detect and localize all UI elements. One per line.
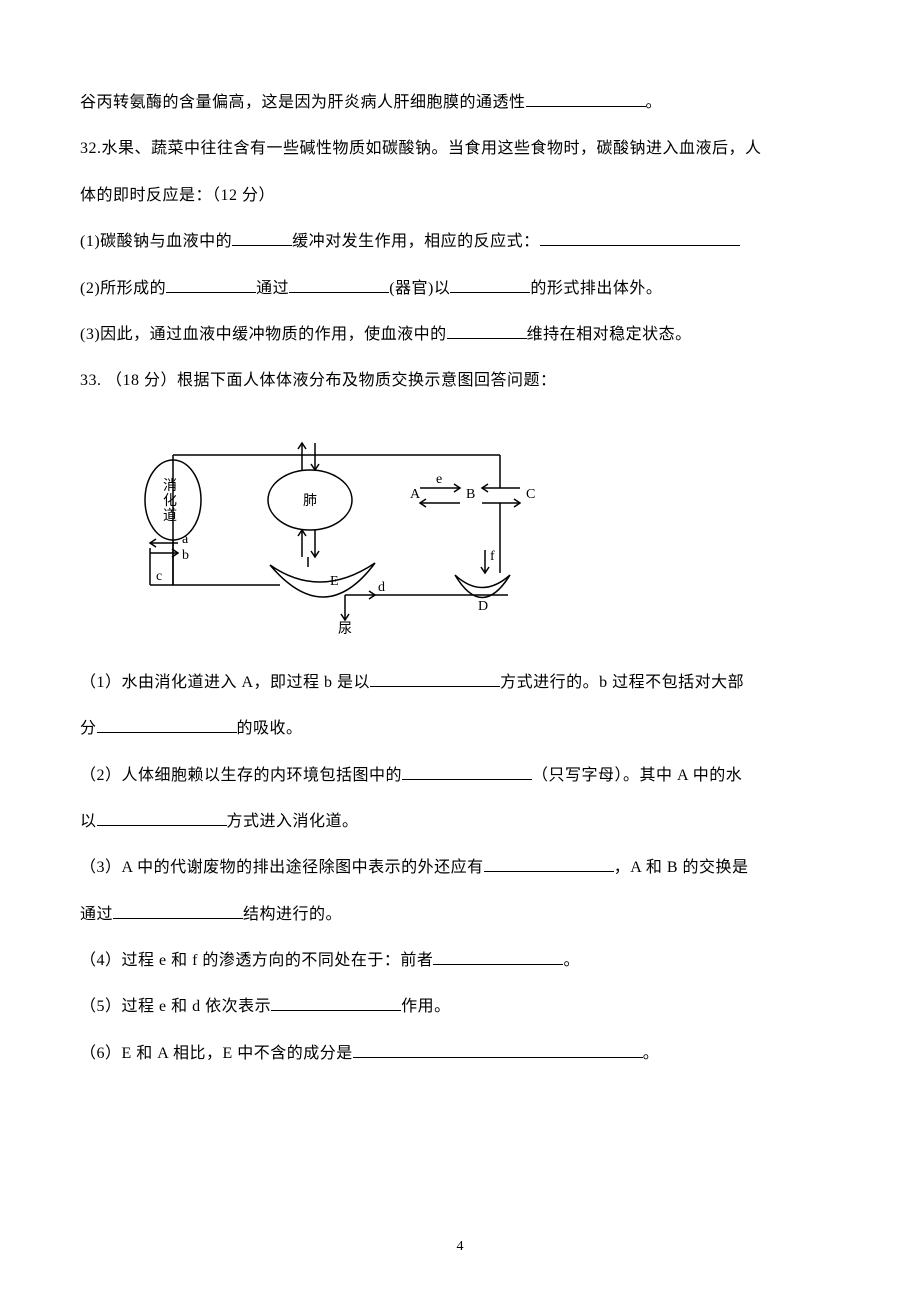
label-D: D <box>478 599 488 614</box>
lung-label: 肺 <box>303 493 317 509</box>
text: (1)碳酸钠与血液中的 <box>80 233 232 250</box>
body-fluid-diagram: 消 化 道 肺 A B C D E a b c d e f 尿 <box>120 425 840 640</box>
blank <box>433 949 563 965</box>
text: 体的即时反应是：（12 分） <box>80 187 275 204</box>
text: 维持在相对稳定状态。 <box>527 326 692 343</box>
q32-intro-a: 32.水果、蔬菜中往往含有一些碱性物质如碳酸钠。当食用这些食物时，碳酸钠进入血液… <box>80 126 840 172</box>
q32-2: (2)所形成的 通过 (器官)以 的形式排出体外。 <box>80 266 840 312</box>
q33-6: （6）E 和 A 相比，E 中不含的成分是 。 <box>80 1031 840 1077</box>
text: ，A 和 B 的交换是 <box>614 859 749 876</box>
text: 方式进入消化道。 <box>227 813 359 830</box>
blank <box>232 230 292 246</box>
text: (3)因此，通过血液中缓冲物质的作用，使血液中的 <box>80 326 447 343</box>
blank <box>370 671 500 687</box>
blank <box>484 856 614 872</box>
text: （只写字母）。其中 A 中的水 <box>532 767 742 784</box>
blank <box>353 1042 643 1058</box>
text: （3）A 中的代谢废物的排出途径除图中表示的外还应有 <box>80 859 484 876</box>
page-number: 4 <box>0 1239 920 1255</box>
label-f: f <box>490 549 495 564</box>
q33-4: （4）过程 e 和 f 的渗透方向的不同处在于：前者 。 <box>80 938 840 984</box>
q33-2b: 以 方式进入消化道。 <box>80 799 840 845</box>
text: 谷丙转氨酶的含量偏高，这是因为肝炎病人肝细胞膜的通透性 <box>80 94 526 111</box>
label-c: c <box>156 569 162 584</box>
label-C: C <box>526 487 535 502</box>
blank <box>97 810 227 826</box>
blank <box>289 277 389 293</box>
blank <box>526 91 646 107</box>
text: （6）E 和 A 相比，E 中不含的成分是 <box>80 1045 353 1062</box>
blank <box>450 277 530 293</box>
q33-1a: （1）水由消化道进入 A，即过程 b 是以 方式进行的。b 过程不包括对大部 <box>80 660 840 706</box>
q32-1: (1)碳酸钠与血液中的 缓冲对发生作用，相应的反应式： <box>80 219 840 265</box>
text: （2）人体细胞赖以生存的内环境包括图中的 <box>80 767 402 784</box>
digest-label: 消 <box>163 478 177 494</box>
text: (2)所形成的 <box>80 280 166 297</box>
text: 缓冲对发生作用，相应的反应式： <box>292 233 540 250</box>
text: 32.水果、蔬菜中往往含有一些碱性物质如碳酸钠。当食用这些食物时，碳酸钠进入血液… <box>80 140 762 157</box>
label-E: E <box>330 574 339 589</box>
q33-5: （5）过程 e 和 d 依次表示 作用。 <box>80 984 840 1030</box>
text: 作用。 <box>401 998 451 1015</box>
text: (器官)以 <box>389 280 450 297</box>
q33-intro: 33. （18 分）根据下面人体体液分布及物质交换示意图回答问题： <box>80 358 840 404</box>
text: 。 <box>563 952 580 969</box>
blank <box>271 995 401 1011</box>
digest-label: 道 <box>163 508 177 524</box>
text: （1）水由消化道进入 A，即过程 b 是以 <box>80 674 370 691</box>
text: 的吸收。 <box>237 720 303 737</box>
q32-3: (3)因此，通过血液中缓冲物质的作用，使血液中的 维持在相对稳定状态。 <box>80 312 840 358</box>
text: 结构进行的。 <box>243 906 342 923</box>
text: 的形式排出体外。 <box>530 280 662 297</box>
text: （4）过程 e 和 f 的渗透方向的不同处在于：前者 <box>80 952 433 969</box>
blank <box>166 277 256 293</box>
label-e: e <box>436 472 442 487</box>
q33-2a: （2）人体细胞赖以生存的内环境包括图中的 （只写字母）。其中 A 中的水 <box>80 753 840 799</box>
q32-intro-b: 体的即时反应是：（12 分） <box>80 173 840 219</box>
blank <box>540 230 740 246</box>
text: 。 <box>646 94 663 111</box>
q33-3b: 通过 结构进行的。 <box>80 892 840 938</box>
text: 通过 <box>256 280 289 297</box>
blank <box>447 323 527 339</box>
blank <box>113 903 243 919</box>
line-prev: 谷丙转氨酶的含量偏高，这是因为肝炎病人肝细胞膜的通透性 。 <box>80 80 840 126</box>
blank <box>97 717 237 733</box>
blank <box>402 764 532 780</box>
label-d: d <box>378 580 385 595</box>
text: （5）过程 e 和 d 依次表示 <box>80 998 271 1015</box>
q33-3a: （3）A 中的代谢废物的排出途径除图中表示的外还应有 ，A 和 B 的交换是 <box>80 845 840 891</box>
label-b: b <box>182 548 189 563</box>
text: 33. （18 分）根据下面人体体液分布及物质交换示意图回答问题： <box>80 372 557 389</box>
label-A: A <box>410 487 421 502</box>
text: 以 <box>80 813 97 830</box>
q33-1b: 分 的吸收。 <box>80 706 840 752</box>
label-B: B <box>466 487 475 502</box>
label-a: a <box>182 532 189 547</box>
digest-label: 化 <box>163 493 177 509</box>
text: 分 <box>80 720 97 737</box>
urine-label: 尿 <box>338 622 352 635</box>
text: 方式进行的。b 过程不包括对大部 <box>500 674 744 691</box>
text: 。 <box>643 1045 660 1062</box>
text: 通过 <box>80 906 113 923</box>
